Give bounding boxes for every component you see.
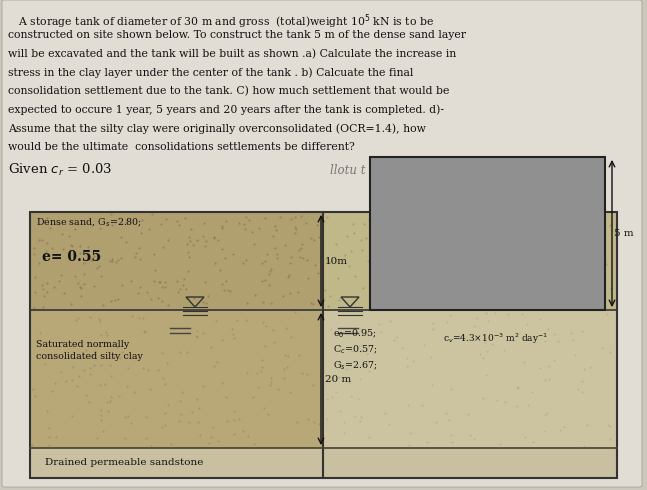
Bar (370, 157, 605, 310)
Text: Dense sand, G$_s$=2.80;: Dense sand, G$_s$=2.80; (36, 217, 142, 229)
Bar (30, 212, 323, 310)
Text: Drained permeable sandstone: Drained permeable sandstone (45, 458, 203, 467)
Text: would be the ultimate  consolidations settlements be different?: would be the ultimate consolidations set… (8, 142, 355, 151)
Bar (30, 310, 323, 448)
Text: llotu t: llotu t (330, 164, 366, 177)
Text: stress in the clay layer under the center of the tank . b) Calcuate the final: stress in the clay layer under the cente… (8, 68, 413, 78)
Bar (30, 212, 617, 478)
Text: 10m: 10m (325, 256, 348, 266)
Bar (30, 448, 617, 478)
Bar (323, 212, 617, 310)
Text: 5 m: 5 m (614, 229, 633, 238)
Text: Given $c_r$ = 0.03: Given $c_r$ = 0.03 (8, 162, 113, 178)
Text: G$_s$=2.67;: G$_s$=2.67; (333, 360, 378, 372)
Text: Saturated normally
consolidated silty clay: Saturated normally consolidated silty cl… (36, 340, 143, 361)
Text: Assume that the silty clay were originally overconsolidated (OCR=1.4), how: Assume that the silty clay were original… (8, 123, 426, 134)
Text: expected to occure 1 year, 5 years and 20 years after the tank is completed. d)-: expected to occure 1 year, 5 years and 2… (8, 104, 444, 115)
Text: constructed on site shown below. To construct the tank 5 m of the dense sand lay: constructed on site shown below. To cons… (8, 30, 466, 41)
Text: C$_c$=0.57;: C$_c$=0.57; (333, 344, 377, 356)
Text: e= 0.55: e= 0.55 (42, 250, 101, 264)
Text: e$_0$=0.95;: e$_0$=0.95; (333, 328, 377, 340)
Text: 20 m: 20 m (325, 374, 351, 384)
Text: c$_v$=4.3×10$^{-3}$ m$^2$ day$^{-1}$: c$_v$=4.3×10$^{-3}$ m$^2$ day$^{-1}$ (443, 332, 548, 346)
Bar (323, 310, 617, 448)
Text: consolidation settlement due to the tank. C) how much settlement that would be: consolidation settlement due to the tank… (8, 86, 450, 97)
Text: will be excavated and the tank will be built as shown .a) Calculate the increase: will be excavated and the tank will be b… (8, 49, 456, 59)
Text: A storage tank of diameter of 30 m and gross  (total)weight 10$^5$ kN is to be: A storage tank of diameter of 30 m and g… (8, 12, 434, 30)
